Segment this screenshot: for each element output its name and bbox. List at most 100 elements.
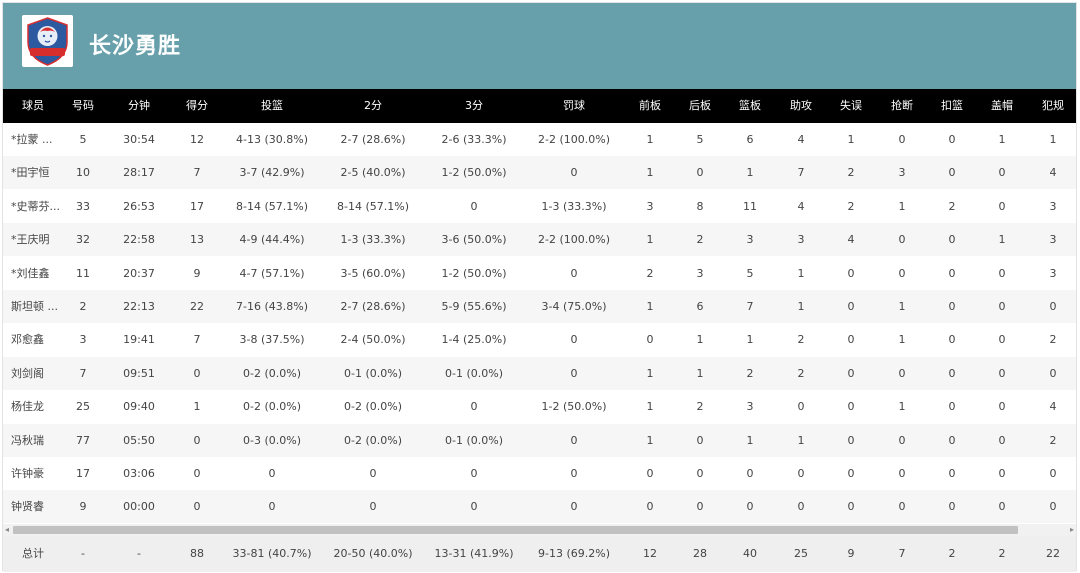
scroll-left-arrow-icon[interactable]: ◂ [5, 525, 10, 534]
column-header-ft[interactable]: 罚球 [563, 99, 585, 112]
cell-ft: 1-3 (33.3%) [541, 199, 607, 213]
cell-tov: 0 [847, 500, 855, 514]
cell-number: 17 [76, 467, 90, 480]
cell-player[interactable]: *王庆明 [11, 233, 50, 247]
cell-minutes: 30:54 [123, 133, 155, 146]
cell-player[interactable]: 杨佳龙 [11, 400, 44, 414]
cell-dreb: 8 [696, 199, 704, 213]
stats-table-totals-row: 总计 - - 88 33-81 (40.7%) 20-50 (40.0%) 13-31 (4… [3, 536, 1076, 572]
cell-minutes: 05:50 [123, 433, 155, 447]
cell-fg: 3-7 (42.9%) [239, 166, 305, 180]
table-row: *田宇恒 10 28:17 7 3-7 (42.9%) 2-5 (40.0%) 1-2 (5… [3, 156, 1076, 190]
cell-foul: 4 [1049, 166, 1057, 180]
column-header-player[interactable]: 球员 [22, 99, 44, 112]
horizontal-scrollbar[interactable]: ◂ ▸ [3, 524, 1076, 536]
cell-minutes: 28:17 [123, 166, 155, 180]
cell-oreb: 0 [646, 500, 654, 514]
column-header-foul[interactable]: 犯规 [1042, 99, 1064, 112]
cell-stl: 1 [898, 199, 906, 213]
column-header-stl[interactable]: 抢断 [891, 99, 913, 112]
cell-player[interactable]: 许钟豪 [11, 467, 44, 480]
cell-fg: 3-8 (37.5%) [239, 333, 305, 347]
cell-stl: 3 [898, 166, 906, 180]
cell-player[interactable]: 邓愈鑫 [11, 333, 44, 347]
scroll-right-arrow-icon[interactable]: ▸ [1069, 525, 1074, 534]
total-minutes: - [137, 547, 141, 560]
cell-minutes: 03:06 [123, 467, 155, 480]
cell-player[interactable]: 刘剑阁 [11, 366, 44, 380]
cell-points: 1 [193, 400, 201, 414]
cell-dreb: 0 [696, 500, 704, 514]
cell-reb: 5 [746, 266, 754, 280]
cell-oreb: 1 [646, 400, 654, 414]
cell-reb: 1 [746, 433, 754, 447]
cell-dunk: 0 [948, 333, 956, 347]
total-points: 88 [190, 547, 204, 560]
column-header-minutes[interactable]: 分钟 [128, 99, 150, 112]
column-header-reb[interactable]: 篮板 [739, 99, 761, 112]
cell-ast: 1 [797, 266, 805, 280]
column-header-ast[interactable]: 助攻 [790, 99, 812, 112]
cell-dunk: 0 [948, 133, 956, 146]
table-row: 杨佳龙 25 09:40 1 0-2 (0.0%) 0-2 (0.0%) 0 1-2 (50.… [3, 390, 1076, 423]
cell-dunk: 0 [948, 300, 956, 313]
cell-fg: 4-13 (30.8%) [236, 133, 308, 146]
cell-oreb: 1 [646, 233, 654, 247]
cell-dreb: 0 [696, 467, 704, 480]
cell-player[interactable]: 钟贤睿 [11, 500, 44, 514]
cell-minutes: 09:51 [123, 366, 155, 380]
cell-player[interactable]: *拉蒙 ... [11, 133, 53, 146]
cell-player[interactable]: 斯坦顿 ... [11, 300, 58, 313]
column-header-fg[interactable]: 投篮 [261, 99, 283, 112]
cell-three-pt: 1-4 (25.0%) [441, 333, 507, 347]
total-blk: 2 [998, 547, 1006, 560]
column-header-three-pt[interactable]: 3分 [465, 99, 483, 112]
cell-stl: 1 [898, 333, 906, 347]
column-header-oreb[interactable]: 前板 [639, 99, 661, 112]
cell-two-pt: 0 [369, 500, 377, 514]
cell-blk: 1 [998, 233, 1006, 247]
table-row: 冯秋瑞 77 05:50 0 0-3 (0.0%) 0-2 (0.0%) 0-1 (0.0%… [3, 423, 1076, 457]
cell-ft: 0 [570, 366, 578, 380]
cell-player[interactable]: *田宇恒 [11, 166, 50, 180]
cell-ft: 2-2 (100.0%) [538, 233, 610, 247]
cell-player[interactable]: *史蒂芬... [11, 199, 60, 213]
cell-ft: 3-4 (75.0%) [541, 300, 607, 313]
cell-oreb: 0 [646, 333, 654, 347]
cell-foul: 0 [1049, 300, 1057, 313]
column-header-dreb[interactable]: 后板 [689, 99, 711, 112]
cell-ft: 0 [570, 166, 578, 180]
column-header-number[interactable]: 号码 [72, 99, 94, 112]
cell-player[interactable]: 冯秋瑞 [11, 433, 44, 447]
cell-foul: 2 [1049, 333, 1057, 347]
cell-minutes: 20:37 [123, 266, 155, 280]
cell-dunk: 0 [948, 233, 956, 247]
cell-player[interactable]: *刘佳鑫 [11, 266, 50, 280]
cell-reb: 2 [746, 366, 754, 380]
cell-oreb: 3 [646, 199, 654, 213]
cell-foul: 3 [1049, 199, 1057, 213]
total-ft: 9-13 (69.2%) [538, 547, 610, 560]
cell-minutes: 09:40 [123, 400, 155, 414]
cell-foul: 4 [1049, 400, 1057, 414]
cell-reb: 0 [746, 467, 754, 480]
column-header-dunk[interactable]: 扣篮 [941, 99, 963, 112]
cell-ast: 2 [797, 333, 805, 347]
column-header-points[interactable]: 得分 [186, 99, 208, 112]
cell-fg: 8-14 (57.1%) [236, 199, 308, 213]
column-header-tov[interactable]: 失误 [840, 99, 862, 112]
column-header-blk[interactable]: 盖帽 [991, 99, 1013, 112]
table-row: 许钟豪 17 03:06 0 0 0 0 0 0 0 0 0 0 0 0 0 0 [3, 457, 1076, 490]
cell-dunk: 0 [948, 166, 956, 180]
total-player: 总计 [22, 547, 44, 560]
cell-reb: 0 [746, 500, 754, 514]
cell-number: 33 [76, 199, 90, 213]
cell-oreb: 1 [646, 166, 654, 180]
cell-points: 7 [193, 166, 201, 180]
team-header: 长沙勇胜 [3, 3, 1076, 89]
cell-number: 11 [76, 266, 90, 280]
cell-reb: 11 [743, 199, 757, 213]
cell-ft: 0 [570, 467, 578, 480]
scrollbar-thumb[interactable] [13, 526, 1018, 534]
column-header-two-pt[interactable]: 2分 [364, 99, 382, 112]
